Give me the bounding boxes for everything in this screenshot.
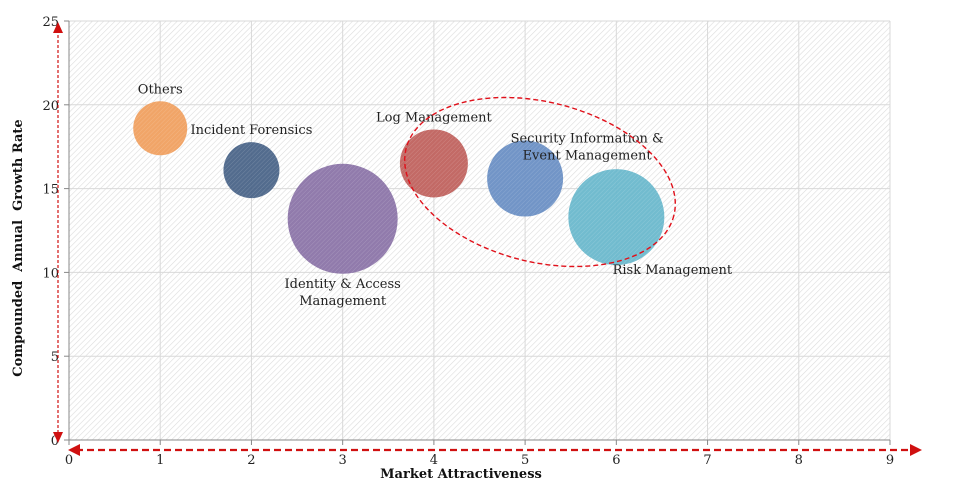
- y-tick-label: 0: [51, 434, 59, 449]
- bubble-labels: Others Incident Forensics Identity & Acces…: [138, 82, 733, 309]
- x-tick-label: 6: [612, 453, 620, 468]
- x-tick-label: 4: [430, 453, 438, 468]
- bubbles: [133, 101, 665, 274]
- y-tick-label: 10: [42, 266, 59, 281]
- x-tick-label: 3: [339, 453, 347, 468]
- x-tick-label: 7: [703, 453, 711, 468]
- x-tick-label: 0: [65, 453, 73, 468]
- highlight-ellipse: [404, 96, 676, 268]
- annotations: [53, 22, 922, 456]
- bubble-label: Event Management: [523, 149, 653, 164]
- y-tick-label: 20: [42, 99, 59, 114]
- bubble-label: Risk Management: [613, 263, 733, 278]
- y-tick-label: 5: [51, 350, 59, 365]
- x-tick-label: 9: [886, 453, 894, 468]
- x-tick-label: 5: [521, 453, 529, 468]
- bubble-label: Others: [138, 82, 183, 97]
- bubble-label: Incident Forensics: [190, 123, 312, 138]
- x-tick-label: 8: [795, 453, 803, 468]
- x-axis-title: Market Attractiveness: [380, 467, 542, 482]
- y-axis-title: Compounded Annual Growth Rate: [11, 119, 26, 376]
- bubble-label: Management: [299, 294, 387, 309]
- y-tick-label: 25: [42, 15, 59, 30]
- bubble-label: Identity & Access: [285, 277, 401, 292]
- x-tick-label: 1: [156, 453, 164, 468]
- y-tick-label: 15: [42, 183, 59, 198]
- axes: 0 1 2 3 4 5 6 7 8 9 0 5 10 15 20 25: [42, 15, 894, 468]
- plot-area: [69, 21, 890, 440]
- bubble-label: Security Information &: [511, 132, 664, 147]
- bubble-label: Log Management: [376, 110, 493, 125]
- x-tick-label: 2: [247, 453, 255, 468]
